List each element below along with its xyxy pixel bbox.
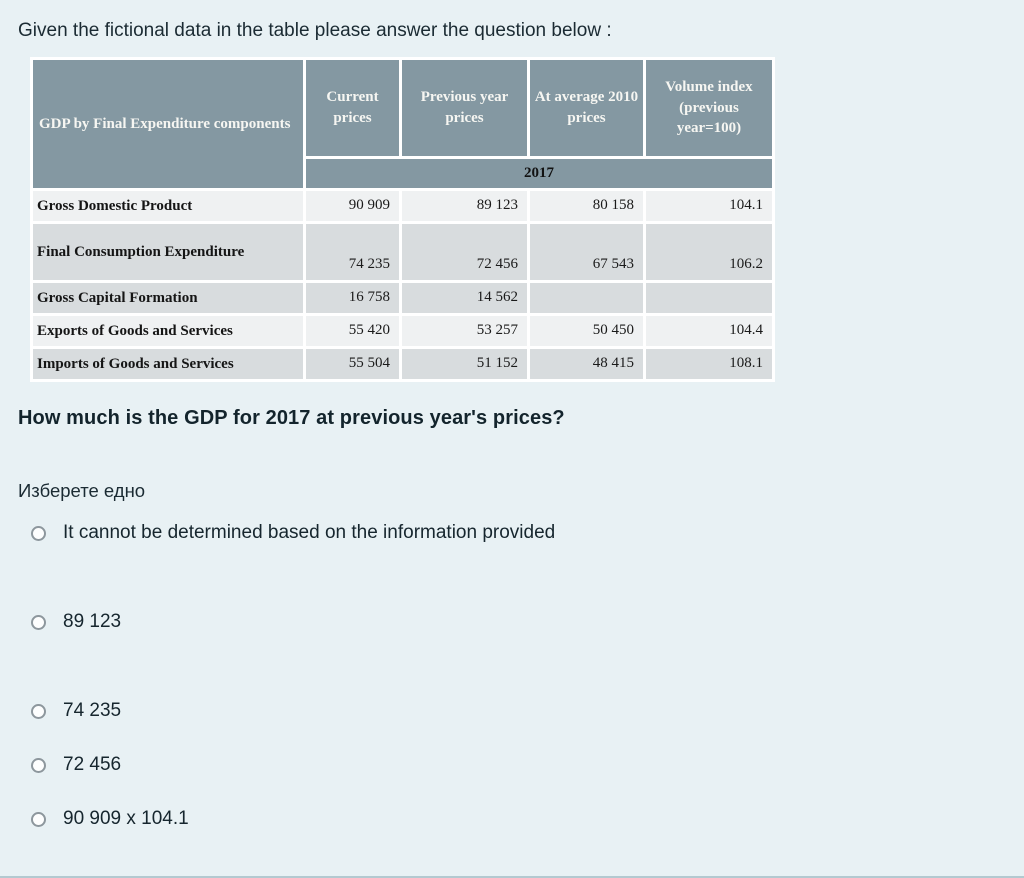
cell-previous: 89 123 — [402, 190, 527, 221]
cell-previous: 53 257 — [402, 315, 527, 346]
cell-current: 55 420 — [306, 315, 399, 346]
column-header-volume-index: Volume index (previous year=100) — [646, 59, 772, 156]
option-label[interactable]: 90 909 x 104.1 — [63, 808, 189, 830]
gdp-data-table: GDP by Final Expenditure components Curr… — [30, 56, 775, 382]
column-header-average-2010-prices: At average 2010 prices — [530, 59, 643, 156]
radio-button-icon[interactable] — [31, 614, 46, 630]
cell-avg2010: 50 450 — [530, 315, 643, 346]
cell-volume: 104.1 — [646, 190, 772, 221]
cell-previous: 14 562 — [402, 282, 527, 313]
option-label[interactable]: 74 235 — [63, 700, 122, 722]
answer-options: It cannot be determined based on the inf… — [0, 522, 1024, 831]
year-header-cell: 2017 — [306, 158, 772, 188]
cell-previous: 72 456 — [402, 223, 527, 280]
cell-current: 16 758 — [306, 282, 399, 313]
option-90909-x-104[interactable]: 90 909 x 104.1 — [0, 808, 1024, 831]
cell-volume: 106.2 — [646, 223, 772, 280]
row-label-gdp: Gross Domestic Product — [33, 190, 303, 221]
option-72456[interactable]: 72 456 — [0, 754, 1024, 777]
question-text: How much is the GDP for 2017 at previous… — [18, 406, 565, 429]
cell-avg2010: 80 158 — [530, 190, 643, 221]
table-row: Gross Capital Formation 16 758 14 562 — [33, 282, 772, 313]
row-label-gross-capital: Gross Capital Formation — [33, 282, 303, 313]
row-label-imports: Imports of Goods and Services — [33, 348, 303, 379]
table-row: Imports of Goods and Services 55 504 51 … — [33, 348, 772, 379]
cell-volume: 108.1 — [646, 348, 772, 379]
option-89123[interactable]: 89 123 — [0, 611, 1024, 634]
table-row: Exports of Goods and Services 55 420 53 … — [33, 315, 772, 346]
cell-current: 55 504 — [306, 348, 399, 379]
option-label[interactable]: It cannot be determined based on the inf… — [63, 522, 556, 544]
cell-current: 90 909 — [306, 190, 399, 221]
radio-button-icon[interactable] — [31, 757, 46, 773]
row-label-final-consumption: Final Consumption Expenditure — [33, 223, 303, 280]
intro-text: Given the fictional data in the table pl… — [18, 20, 612, 41]
option-74235[interactable]: 74 235 — [0, 700, 1024, 723]
table-header-row: GDP by Final Expenditure components Curr… — [33, 59, 772, 188]
cell-previous: 51 152 — [402, 348, 527, 379]
table-row: Final Consumption Expenditure 74 235 72 … — [33, 223, 772, 280]
radio-button-icon[interactable] — [31, 703, 46, 719]
cell-current: 74 235 — [306, 223, 399, 280]
option-label[interactable]: 72 456 — [63, 754, 122, 776]
cell-avg2010: 48 415 — [530, 348, 643, 379]
column-header-previous-year-prices: Previous year prices — [402, 59, 527, 156]
radio-button-icon[interactable] — [31, 811, 46, 827]
option-label[interactable]: 89 123 — [63, 611, 122, 633]
bottom-divider — [0, 876, 1024, 878]
corner-header-cell: GDP by Final Expenditure components — [33, 59, 303, 188]
table-row: Gross Domestic Product 90 909 89 123 80 … — [33, 190, 772, 221]
cell-volume — [646, 282, 772, 313]
option-cannot-be-determined[interactable]: It cannot be determined based on the inf… — [0, 522, 1024, 545]
column-header-current-prices: Current prices — [306, 59, 399, 156]
radio-button-icon[interactable] — [31, 525, 46, 541]
cell-avg2010 — [530, 282, 643, 313]
cell-volume: 104.4 — [646, 315, 772, 346]
cell-avg2010: 67 543 — [530, 223, 643, 280]
table-year-row: 2017 — [33, 158, 772, 188]
row-label-exports: Exports of Goods and Services — [33, 315, 303, 346]
choose-one-prompt: Изберете едно — [18, 479, 146, 501]
